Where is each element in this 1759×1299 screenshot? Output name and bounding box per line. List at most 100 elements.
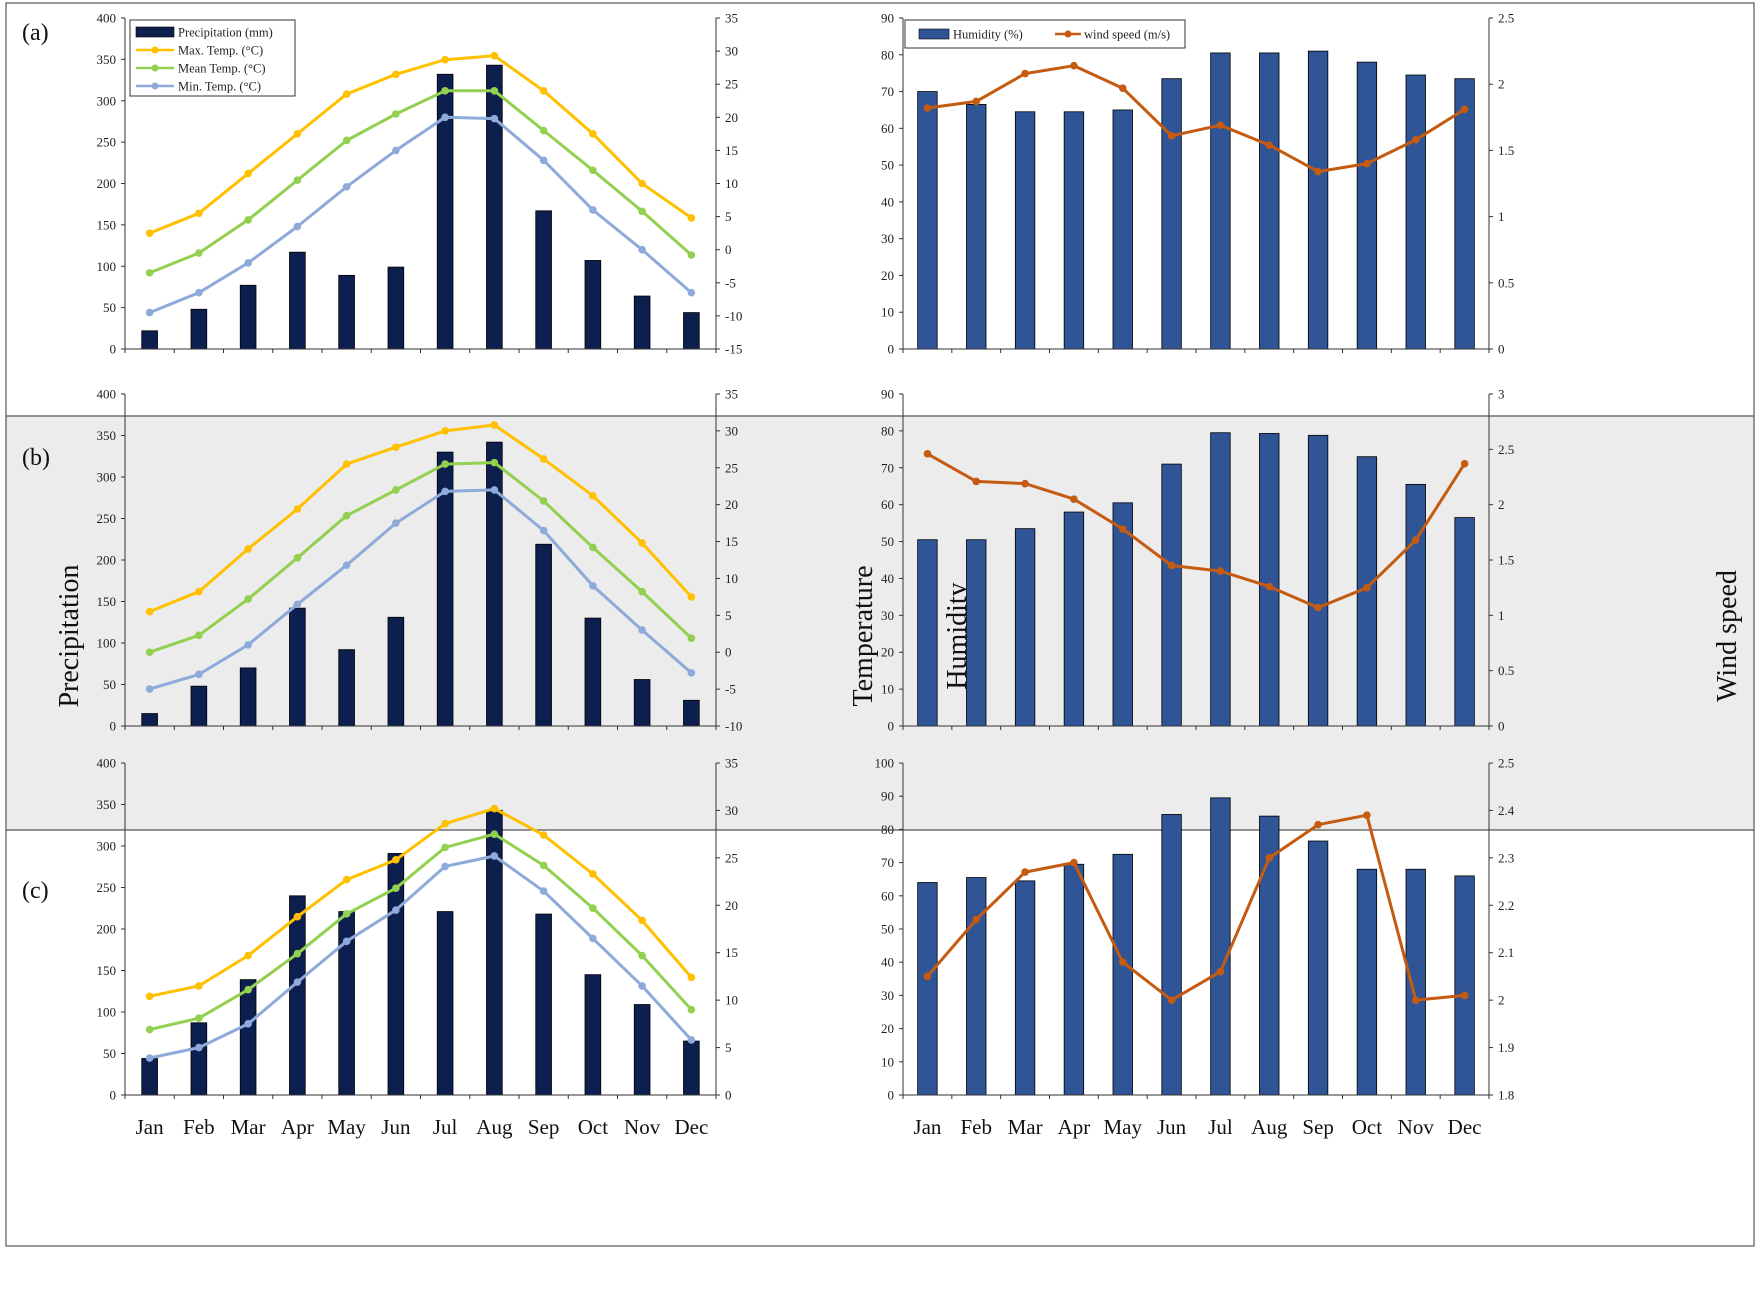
left-tick-label: 30 (881, 988, 894, 1003)
left-tick-label: 0 (110, 342, 117, 357)
point-wind-feb (972, 97, 981, 106)
point-mean-mar (244, 985, 252, 994)
right-tick-label: 20 (725, 110, 738, 125)
point-mean-jul (441, 460, 449, 468)
month-label-jun: Jun (381, 1115, 411, 1139)
precip-bar-mar (239, 667, 257, 727)
precip-bar-jul (436, 911, 454, 1096)
point-max-feb (195, 982, 203, 990)
right-tick-label: -15 (725, 342, 742, 357)
left-tick-label: 250 (97, 135, 117, 150)
precip-bar-nov (633, 295, 651, 350)
point-mean-feb (195, 631, 203, 640)
month-label-sep: Sep (1302, 1115, 1334, 1139)
precip-bar-mar (239, 979, 257, 1096)
left-tick-label: 150 (97, 963, 117, 978)
humidity-bar-dec (1454, 517, 1475, 727)
point-min-oct (589, 934, 597, 943)
point-wind-jul (1216, 121, 1225, 130)
right-tick-label: 35 (725, 11, 738, 26)
line-max (149, 807, 693, 998)
point-mean-aug (490, 830, 499, 838)
month-label-jan: Jan (136, 1115, 164, 1139)
point-max-apr (293, 912, 302, 921)
point-mean-may (342, 136, 351, 145)
right-tick-label: 2 (1498, 993, 1505, 1008)
right-tick-label: 0 (1498, 719, 1505, 734)
point-wind-nov (1411, 136, 1420, 144)
point-max-aug (490, 51, 499, 60)
humidity-bar-apr (1063, 111, 1085, 350)
left-tick-label: 70 (881, 460, 894, 475)
point-wind-dec (1460, 105, 1469, 114)
point-max-mar (244, 545, 252, 553)
line-min (149, 488, 693, 691)
month-label-apr: Apr (1058, 1115, 1091, 1139)
right-tick-label: 3 (1498, 387, 1505, 402)
month-label-dec: Dec (674, 1115, 708, 1139)
point-max-jul (441, 427, 449, 435)
left-tick-label: 10 (881, 1054, 894, 1069)
point-wind-nov (1411, 996, 1420, 1004)
month-label-feb: Feb (183, 1115, 215, 1139)
right-tick-label: 0 (725, 242, 732, 257)
left-tick-label: 100 (97, 1005, 117, 1020)
left-tick-label: 70 (881, 84, 894, 99)
left-tick-label: 30 (881, 608, 894, 623)
legend-label: Humidity (%) (953, 28, 1023, 42)
left-tick-label: 50 (103, 300, 116, 315)
point-min-jun (392, 146, 400, 155)
point-max-aug (490, 804, 499, 813)
left-tick-label: 0 (888, 719, 895, 734)
point-mean-jun (392, 884, 400, 893)
chart-3: 0 10 20 30 40 50 60 70 80 90 0 0.5 1 1.5 2 2.5 3 (881, 387, 1514, 734)
humidity-bar-jun (1161, 78, 1182, 350)
right-tick-label: 1.8 (1498, 1088, 1514, 1103)
point-wind-sep (1314, 167, 1322, 176)
left-tick-label: 60 (881, 121, 894, 136)
point-mean-jan (145, 648, 154, 657)
chart-5: 0 10 20 30 40 50 60 70 80 90 100 1.8 1.9 2 2.1 2.2 2.3 2.… (875, 756, 1515, 1103)
humidity-bar-mar (1014, 880, 1036, 1096)
precip-bar-jan (141, 1058, 158, 1096)
point-min-dec (687, 288, 696, 297)
point-max-nov (638, 539, 646, 547)
precip-bar-mar (239, 284, 257, 350)
point-max-jul (441, 55, 449, 64)
left-tick-label: 50 (881, 158, 894, 173)
right-tick-label: 2.5 (1498, 442, 1514, 457)
precip-bar-may (338, 649, 355, 727)
left-tick-label: 0 (888, 342, 895, 357)
left-tick-label: 20 (881, 645, 894, 660)
point-mean-apr (293, 949, 302, 958)
line-mean (149, 89, 693, 275)
point-mean-jul (441, 843, 449, 852)
precip-bar-aug (486, 64, 503, 350)
point-max-apr (293, 505, 302, 513)
right-tick-label: 30 (725, 803, 738, 818)
point-min-jul (441, 487, 449, 496)
left-tick-label: 50 (881, 534, 894, 549)
point-min-nov (638, 626, 646, 634)
point-min-mar (244, 259, 252, 267)
left-tick-label: 70 (881, 855, 894, 870)
figure-frame (5, 2, 1755, 1247)
point-min-nov (638, 982, 646, 990)
legend-swatch-humidity (918, 28, 950, 40)
point-wind-jul (1216, 567, 1225, 575)
point-wind-dec (1460, 459, 1469, 468)
point-max-mar (244, 951, 252, 960)
right-tick-label: 10 (725, 176, 738, 191)
point-max-jun (392, 855, 400, 864)
point-mean-may (342, 511, 351, 520)
legend-label: Mean Temp. (°C) (178, 62, 266, 76)
point-max-jan (145, 992, 154, 1001)
left-tick-label: 400 (97, 11, 117, 26)
line-max (149, 54, 693, 235)
left-tick-label: 60 (881, 497, 894, 512)
point-mean-jun (392, 110, 400, 118)
point-mean-oct (589, 543, 597, 552)
precip-bar-dec (683, 699, 700, 727)
humidity-bar-jan (917, 882, 938, 1096)
right-tick-label: 30 (725, 44, 738, 59)
